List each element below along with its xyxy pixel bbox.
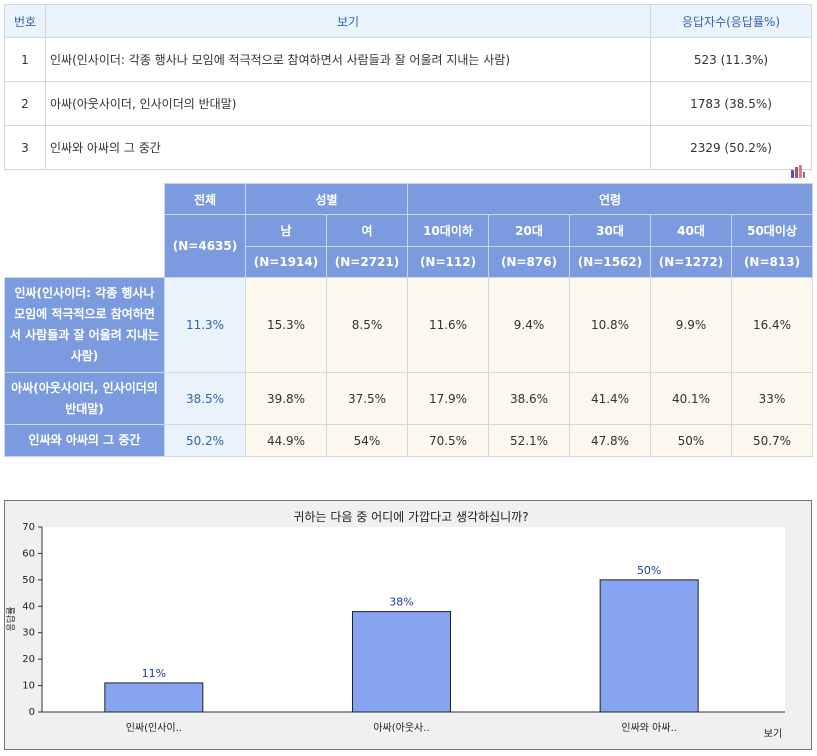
value-cell: 10.8% [569, 277, 651, 373]
table-row: 인싸(인사이더: 각종 행사나 모임에 적극적으로 참여하면서 사람들과 잘 어… [4, 277, 814, 373]
value-cell: 41.4% [569, 372, 651, 425]
y-axis-label: 응답률 [5, 607, 17, 632]
row-count: 2329 (50.2%) [650, 125, 812, 170]
table-row: 1 인싸(인사이더: 각종 행사나 모임에 적극적으로 참여하면서 사람들과 잘… [4, 37, 812, 82]
value-cell: 39.8% [245, 372, 327, 425]
chart-title: 귀하는 다음 중 어디에 가깝다고 생각하십니까? [293, 510, 528, 524]
value-cell: 50.7% [730, 424, 814, 457]
x-tick-label: 인싸(인사이.. [126, 722, 182, 734]
row-label: 인싸(인사이더: 각종 행사나 모임에 적극적으로 참여하면서 사람들과 잘 어… [4, 277, 165, 373]
col-n: (N=1914) [245, 246, 327, 278]
row-label: 아싸(아웃사이더, 인사이더의 반대말) [4, 372, 165, 425]
col-n: (N=1562) [569, 246, 651, 278]
value-cell: 40.1% [650, 372, 732, 425]
col-n: (N=2721) [326, 246, 408, 278]
y-tick-label: 30 [22, 628, 35, 639]
bar [352, 611, 451, 713]
x-axis-label: 보기 [764, 728, 782, 740]
empty-corner [4, 183, 165, 215]
y-tick-label: 50 [22, 575, 35, 586]
empty-corner [4, 246, 165, 278]
value-cell: 44.9% [245, 424, 327, 457]
table-row: 2 아싸(아웃사이더, 인사이더의 반대말) 1783 (38.5%) [4, 81, 812, 126]
value-cell: 8.5% [326, 277, 408, 373]
value-cell: 15.3% [245, 277, 327, 373]
total-header: 전체 [164, 183, 246, 215]
row-no: 3 [4, 125, 46, 170]
value-cell: 38.5% [164, 372, 246, 425]
col-label: 40대 [650, 214, 732, 247]
value-cell: 52.1% [488, 424, 570, 457]
y-tick-label: 60 [22, 548, 35, 559]
total-n: (N=4635) [164, 214, 246, 278]
y-tick-label: 20 [22, 654, 35, 665]
row-option: 인싸와 아싸의 그 중간 [45, 125, 651, 170]
value-cell: 50.2% [164, 424, 246, 457]
x-tick-label: 인싸와 아싸.. [621, 722, 677, 734]
row-no: 2 [4, 81, 46, 126]
summary-table: 번호 보기 응답자수(응답률%) 1 인싸(인사이더: 각종 행사나 모임에 적… [4, 4, 812, 170]
col-label: 50대이상 [730, 214, 814, 247]
y-tick-label: 0 [29, 707, 35, 718]
col-label: 여 [326, 214, 408, 247]
table-row: 3 인싸와 아싸의 그 중간 2329 (50.2%) [4, 125, 812, 170]
value-cell: 33% [730, 372, 814, 425]
value-cell: 70.5% [407, 424, 489, 457]
value-cell: 47.8% [569, 424, 651, 457]
row-option: 인싸(인사이더: 각종 행사나 모임에 적극적으로 참여하면서 사람들과 잘 어… [45, 37, 651, 82]
bar-chart: 귀하는 다음 중 어디에 가깝다고 생각하십니까? 응답률 보기 0 10 20 30… [4, 500, 812, 750]
table-row: 아싸(아웃사이더, 인사이더의 반대말) 38.5% 39.8% 37.5% 1… [4, 372, 814, 425]
x-tick-label: 아싸(아웃사.. [373, 722, 429, 734]
cross-table: 전체 성별 연령 (N=4635) 남 여 10대이하 20대 30대 40대 … [4, 183, 814, 457]
row-count: 1783 (38.5%) [650, 81, 812, 126]
empty-corner [4, 214, 165, 247]
bar [599, 579, 699, 713]
value-cell: 11.6% [407, 277, 489, 373]
value-cell: 9.9% [650, 277, 732, 373]
row-no: 1 [4, 37, 46, 82]
data-label: 50% [637, 564, 661, 577]
age-header: 연령 [406, 183, 814, 215]
summary-header-row: 번호 보기 응답자수(응답률%) [4, 4, 812, 38]
col-n: (N=813) [730, 246, 814, 278]
table-row: 인싸와 아싸의 그 중간 50.2% 44.9% 54% 70.5% 52.1%… [4, 424, 814, 457]
bar [104, 682, 204, 713]
col-label: 남 [245, 214, 327, 247]
chart-svg: 귀하는 다음 중 어디에 가깝다고 생각하십니까? 응답률 보기 0 10 20 30… [5, 510, 785, 740]
value-cell: 11.3% [164, 277, 246, 373]
col-label: 30대 [569, 214, 651, 247]
col-n: (N=1272) [650, 246, 732, 278]
header-no: 번호 [4, 4, 46, 38]
bar-chart-icon[interactable] [790, 164, 806, 178]
gender-header: 성별 [245, 183, 408, 215]
value-cell: 37.5% [326, 372, 408, 425]
col-label: 20대 [488, 214, 570, 247]
y-tick-label: 40 [22, 601, 35, 612]
value-cell: 38.6% [488, 372, 570, 425]
col-label: 10대이하 [407, 214, 489, 247]
value-cell: 16.4% [730, 277, 814, 373]
row-label: 인싸와 아싸의 그 중간 [4, 424, 165, 457]
y-tick-label: 70 [22, 522, 35, 533]
y-tick-label: 10 [22, 681, 35, 692]
value-cell: 50% [650, 424, 732, 457]
value-cell: 54% [326, 424, 408, 457]
header-count: 응답자수(응답률%) [650, 4, 812, 38]
data-label: 38% [389, 596, 413, 609]
header-option: 보기 [45, 4, 651, 38]
col-n: (N=876) [488, 246, 570, 278]
row-count: 523 (11.3%) [650, 37, 812, 82]
row-option: 아싸(아웃사이더, 인사이더의 반대말) [45, 81, 651, 126]
value-cell: 9.4% [488, 277, 570, 373]
plot-area: 0 10 20 30 40 50 60 70 11% 인싸(인사이.. 38% 아싸(아웃사.. 50%… [22, 522, 785, 734]
data-label: 11% [142, 667, 166, 680]
value-cell: 17.9% [407, 372, 489, 425]
col-n: (N=112) [407, 246, 489, 278]
